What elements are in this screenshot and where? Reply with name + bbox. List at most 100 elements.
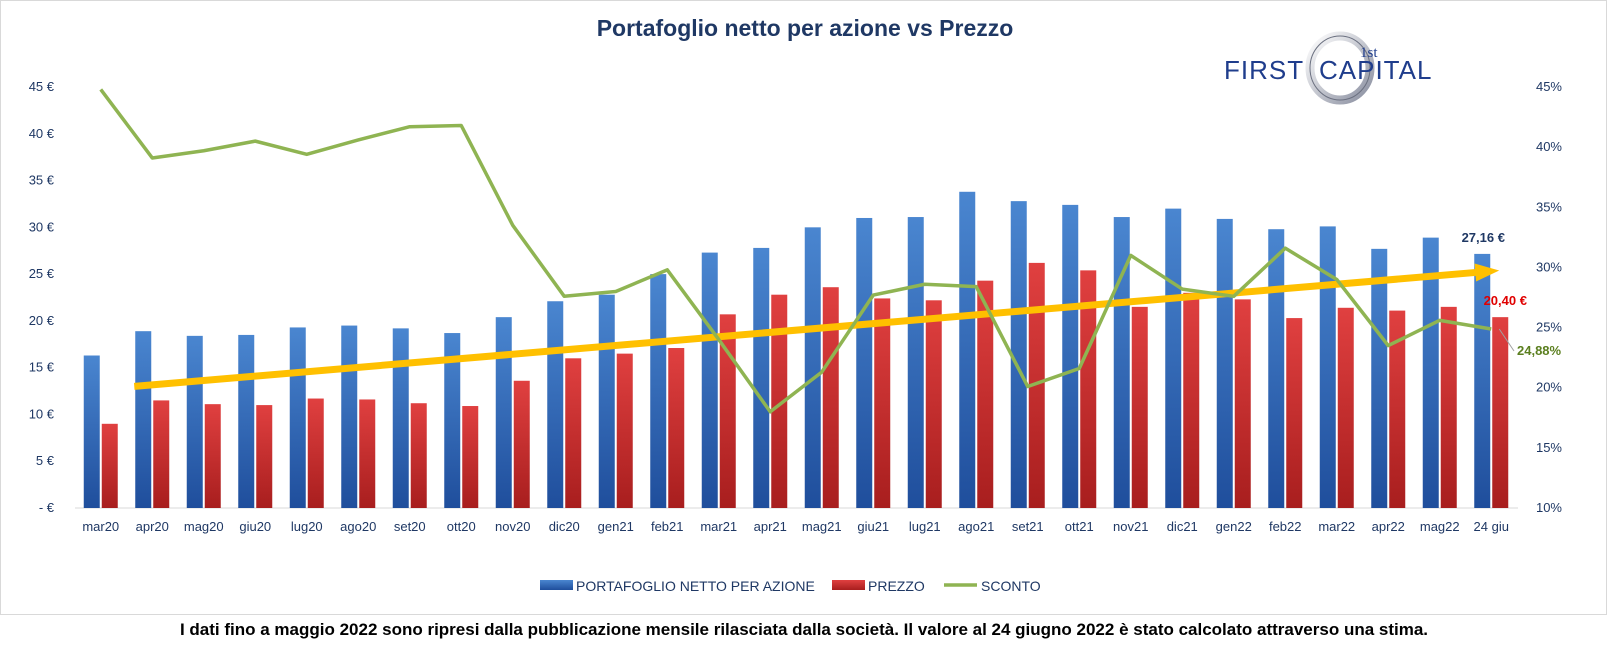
y-right-tick-label: 45%: [1536, 79, 1562, 94]
legend-label-discount: SCONTO: [981, 578, 1041, 594]
bar-npa: [444, 333, 461, 508]
bar-npa: [1165, 208, 1182, 508]
x-tick-label: lug21: [909, 519, 941, 534]
bar-price: [925, 300, 942, 508]
y-left-tick-label: 45 €: [29, 79, 55, 94]
bar-price: [977, 280, 994, 508]
legend-swatch-npa: [540, 580, 573, 590]
y-right-tick-label: 30%: [1536, 259, 1562, 274]
bar-npa: [598, 294, 615, 508]
x-tick-label: feb21: [651, 519, 684, 534]
bar-npa: [289, 327, 306, 508]
bar-price: [256, 405, 273, 508]
bar-npa: [341, 325, 358, 508]
x-tick-label: mar21: [700, 519, 737, 534]
bar-price: [359, 399, 376, 508]
x-tick-label: ott20: [447, 519, 476, 534]
bar-price: [153, 400, 170, 508]
x-tick-label: ott21: [1065, 519, 1094, 534]
y-left-tick-label: - €: [39, 500, 55, 515]
y-left-tick-label: 40 €: [29, 126, 55, 141]
trend-line: [133, 268, 1478, 390]
x-tick-label: nov21: [1113, 519, 1148, 534]
bar-price: [1286, 318, 1303, 508]
bar-price: [874, 298, 891, 508]
bar-npa: [1113, 217, 1130, 508]
bar-npa: [1319, 226, 1336, 509]
y-axis-left: - € 5 € 10 € 15 € 20 € 25 € 30 € 35 € 40 € 45 €: [29, 79, 55, 515]
bar-npa: [856, 217, 873, 508]
legend-item-discount: SCONTO: [944, 578, 1041, 594]
x-tick-label: mag22: [1420, 519, 1460, 534]
legend-item-npa: PORTAFOGLIO NETTO PER AZIONE: [540, 578, 815, 594]
x-tick-label: lug20: [291, 519, 323, 534]
chart-title: Portafoglio netto per azione vs Prezzo: [597, 15, 1014, 41]
legend-label-price: PREZZO: [868, 578, 925, 594]
bar-price: [1183, 292, 1200, 508]
x-tick-label: giu20: [239, 519, 271, 534]
bar-price: [1131, 306, 1148, 508]
y-left-tick-label: 15 €: [29, 360, 55, 375]
bar-price: [462, 406, 479, 508]
bar-price: [1080, 270, 1097, 508]
bar-price: [1337, 307, 1354, 508]
bar-price: [1440, 306, 1457, 508]
x-axis-labels: mar20 apr20 mag20 giu20 lug20 ago20 set20 ott20…: [82, 519, 1509, 534]
data-label-discount-leader: [1498, 328, 1515, 352]
x-tick-label: apr21: [754, 519, 787, 534]
x-tick-label: ago20: [340, 519, 376, 534]
bar-price: [1234, 299, 1251, 508]
bar-price: [1492, 317, 1509, 508]
bar-price: [513, 380, 530, 508]
footer-note: I dati fino a maggio 2022 sono ripresi d…: [179, 620, 1429, 639]
bar-price: [101, 423, 118, 508]
bar-price: [668, 348, 685, 508]
bar-npa: [238, 334, 255, 508]
x-tick-label: nov20: [495, 519, 530, 534]
y-right-tick-label: 40%: [1536, 139, 1562, 154]
x-tick-label: dic20: [549, 519, 580, 534]
legend-label-npa: PORTAFOGLIO NETTO PER AZIONE: [576, 578, 815, 594]
bar-npa: [1216, 218, 1233, 508]
data-label-discount-last: 24,88%: [1517, 343, 1562, 358]
bar-price: [307, 398, 324, 508]
bar-npa: [1371, 248, 1388, 508]
logo-small-text: 1st: [1360, 45, 1378, 61]
y-right-tick-label: 20%: [1536, 380, 1562, 395]
bar-price: [771, 294, 788, 508]
bar-npa: [135, 331, 152, 508]
bar-price: [410, 403, 427, 508]
series-discount-line: [99, 88, 1492, 414]
bar-price: [1028, 262, 1045, 508]
bar-npa: [1010, 201, 1027, 509]
x-tick-label: set21: [1012, 519, 1044, 534]
bar-npa: [547, 301, 564, 508]
bar-npa: [959, 191, 976, 508]
bar-npa: [753, 247, 770, 508]
bar-npa: [186, 335, 203, 508]
y-right-tick-label: 10%: [1536, 500, 1562, 515]
legend: PORTAFOGLIO NETTO PER AZIONE PREZZO SCON…: [540, 578, 1041, 594]
y-right-tick-label: 15%: [1536, 440, 1562, 455]
x-tick-label: gen22: [1216, 519, 1252, 534]
y-left-tick-label: 10 €: [29, 406, 55, 421]
y-left-tick-label: 25 €: [29, 266, 55, 281]
x-tick-label: apr20: [136, 519, 169, 534]
trend-arrow: [133, 263, 1500, 390]
x-tick-label: set20: [394, 519, 426, 534]
y-right-tick-label: 25%: [1536, 320, 1562, 335]
y-left-tick-label: 30 €: [29, 219, 55, 234]
bar-npa: [701, 252, 718, 508]
legend-swatch-price: [832, 580, 865, 590]
x-tick-label: dic21: [1167, 519, 1198, 534]
logo-text-left: FIRST: [1224, 55, 1304, 85]
bar-npa: [392, 328, 409, 508]
x-tick-label: mar20: [82, 519, 119, 534]
bar-npa: [1268, 229, 1285, 508]
first-capital-logo: 1st FIRST CAPITAL: [1224, 31, 1431, 105]
x-tick-label: 24 giu: [1474, 519, 1509, 534]
data-label-price-last: 20,40 €: [1484, 293, 1527, 308]
y-left-tick-label: 35 €: [29, 173, 55, 188]
trend-arrow-head: [1474, 263, 1500, 282]
bar-npa: [83, 355, 100, 508]
